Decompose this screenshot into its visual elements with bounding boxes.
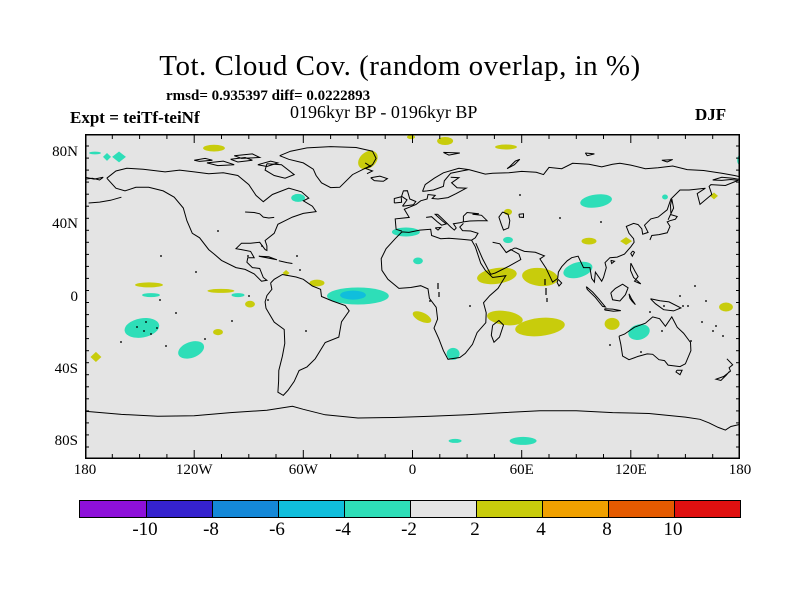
season-label: DJF — [695, 105, 727, 124]
map-svg — [84, 133, 743, 460]
colorbar-tick-label: 10 — [663, 519, 683, 540]
map-dashes — [437, 279, 548, 302]
colorbar-tick-label: -10 — [132, 519, 158, 540]
colorbar-segment — [344, 501, 410, 517]
anomaly-arctic-diamond-2 — [112, 151, 126, 163]
lat-tick-label: 40N — [52, 216, 78, 233]
anomaly-pacific-yellow-streak-2 — [207, 288, 235, 293]
colorbar-segment — [608, 501, 674, 517]
colorbar-segment — [674, 501, 740, 517]
colorbar-segment — [146, 501, 212, 517]
anomaly-tibet-yellow — [581, 237, 597, 245]
lat-tick-label: 80S — [54, 432, 78, 449]
anomaly-siberia-cyan — [580, 194, 612, 208]
anomaly-fiji-yellow — [719, 302, 733, 312]
page-title: Tot. Cloud Cov. (random overlap, in %) — [159, 50, 641, 82]
anomaly-yellow-sea-yellow — [620, 237, 633, 246]
anomaly-pacific-yellow-streak-1 — [135, 282, 163, 288]
anomaly-s-pacific-cyan-big — [124, 317, 160, 338]
anomaly-barents-top-yellow — [437, 137, 454, 145]
anomaly-bengal-cyan — [563, 261, 593, 279]
anomaly-sahara-cyan — [413, 257, 423, 265]
anomaly-arabian-sea-yellow-e — [522, 267, 558, 287]
colorbar-tick-label: 4 — [536, 519, 546, 540]
anomaly-antarctic-cyan-1 — [448, 438, 462, 443]
anomaly-labrador-cyan — [291, 193, 305, 202]
anomaly-s-indian-yellow-e — [515, 317, 565, 337]
colorbar-tick-label: 8 — [602, 519, 612, 540]
lat-tick-label: 40S — [54, 360, 78, 377]
lon-tick-label: 180 — [73, 462, 97, 478]
colorbar-segment — [278, 501, 344, 517]
anomaly-kara-top-yellow — [495, 144, 517, 150]
world-map-plot — [84, 133, 743, 460]
colorbar-segment — [410, 501, 476, 517]
colorbar-tick-label: 2 — [470, 519, 480, 540]
anomaly-antarctic-cyan-2 — [509, 436, 537, 445]
map-ocean-background — [85, 134, 740, 459]
anomaly-angola-yellow — [412, 311, 432, 323]
lat-tick-label: 80N — [52, 144, 78, 161]
colorbar-segment — [212, 501, 278, 517]
colorbar-segment — [542, 501, 608, 517]
anomaly-arctic-coast-yellow — [203, 144, 225, 152]
anomaly-pacific-cyan-streak-1 — [142, 293, 160, 298]
lon-tick-label: 120E — [614, 462, 647, 478]
anomaly-s-pacific-cyan-2 — [178, 341, 205, 359]
colorbar-segment — [476, 501, 542, 517]
lon-tick-label: 60E — [509, 462, 534, 478]
anomaly-s-africa-cyan — [446, 347, 460, 360]
colorbar-tick-label: -6 — [269, 519, 285, 540]
colorbar-tick-label: -4 — [335, 519, 351, 540]
lon-tick-label: 180 — [728, 462, 752, 478]
lat-tick-label: 0 — [70, 288, 79, 305]
anomaly-eq-atlantic-blue-core — [340, 290, 366, 300]
anomaly-iran-cyan — [503, 236, 513, 244]
anomaly-w-australia-yellow — [604, 317, 620, 330]
stats-label: rmsd= 0.935397 diff= 0.0222893 — [166, 88, 371, 104]
anomaly-s-pacific-yellow-small — [213, 329, 223, 336]
anomaly-galapagos-yellow-small — [245, 300, 255, 308]
lon-tick-label: 0 — [408, 462, 417, 478]
colorbar — [79, 500, 741, 518]
colorbar-tick-label: -2 — [401, 519, 417, 540]
lon-tick-label: 60W — [288, 462, 318, 478]
experiment-label: Expt = teiTf-teiNf — [70, 108, 200, 127]
anomaly-arctic-dash — [89, 151, 101, 155]
period-label: 0196kyr BP - 0196kyr BP — [290, 102, 478, 122]
anomaly-s-indian-yellow-w — [487, 310, 523, 326]
anomaly-dateline-yellow-34s — [90, 351, 102, 363]
anomaly-greenwich-top-yellow — [407, 135, 415, 140]
colorbar-tick-label: -8 — [203, 519, 219, 540]
map-frame — [85, 134, 740, 459]
anomaly-arctic-diamond-1 — [103, 152, 112, 161]
anomaly-venezuela-yellow — [309, 279, 325, 287]
map-speckles — [120, 194, 724, 353]
colorbar-segment — [80, 501, 146, 517]
lon-tick-label: 120W — [175, 462, 213, 478]
anomaly-pacific-cyan-small — [231, 293, 245, 298]
coastlines — [84, 146, 741, 431]
anomaly-okhotsk-cyan — [662, 194, 668, 200]
